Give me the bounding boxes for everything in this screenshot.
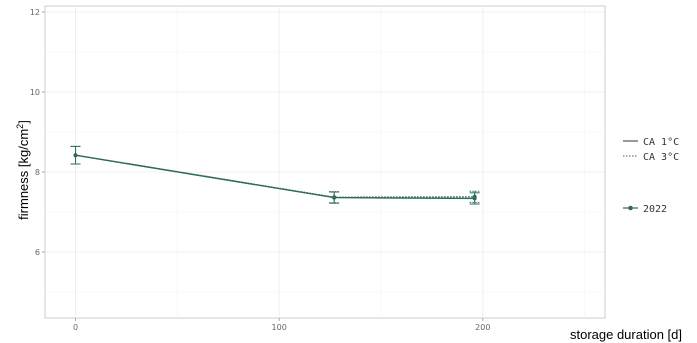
data-point	[332, 195, 337, 200]
legend: CA 1°C CA 3°C 2022	[623, 137, 679, 215]
data-point	[472, 194, 477, 199]
plot-panel	[44, 5, 606, 319]
y-axis-ticks: 6 8 10 12	[30, 8, 45, 257]
series-layer	[70, 145, 480, 205]
x-tick-label: 200	[475, 323, 490, 332]
y-tick-label: 10	[30, 88, 40, 97]
data-point	[73, 153, 78, 158]
y-axis-title: firmness [kg/cm2]	[15, 120, 31, 220]
y-tick-label: 6	[35, 248, 40, 257]
y-tick-label: 8	[35, 168, 40, 177]
legend-label-ca3: CA 3°C	[643, 152, 679, 163]
legend-swatch-year-point	[628, 205, 633, 211]
legend-label-ca1: CA 1°C	[643, 137, 679, 148]
legend-label-year: 2022	[643, 204, 667, 215]
x-tick-label: 0	[73, 323, 78, 332]
x-axis-title: storage duration [d]	[570, 327, 682, 342]
x-tick-label: 100	[272, 323, 287, 332]
grid	[45, 6, 605, 318]
x-axis-ticks: 0 100 200	[73, 318, 490, 332]
y-tick-label: 12	[30, 8, 40, 17]
